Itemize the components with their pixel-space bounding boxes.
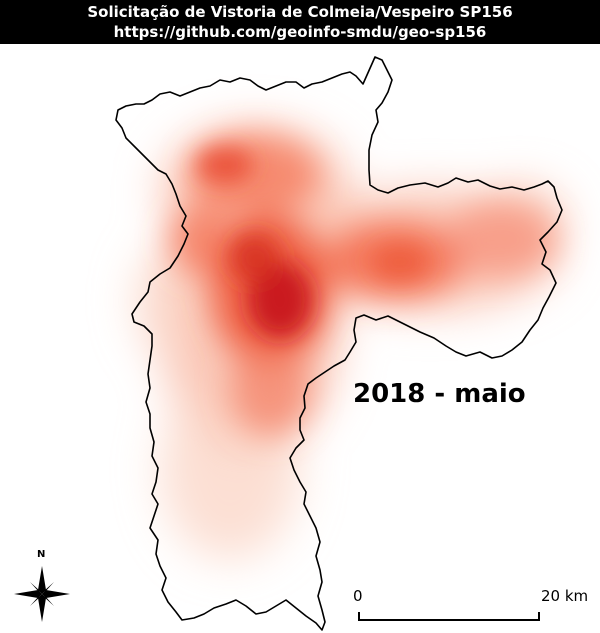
city-boundary bbox=[115, 56, 563, 631]
period-label: 2018 - maio bbox=[353, 379, 526, 409]
source-url: https://github.com/geoinfo-smdu/geo-sp15… bbox=[113, 23, 487, 41]
title-bar: Solicitação de Vistoria de Colmeia/Vespe… bbox=[0, 0, 600, 44]
heat-high bbox=[197, 147, 428, 338]
scale-start-label: 0 bbox=[353, 587, 363, 605]
compass-rose-icon bbox=[14, 566, 70, 622]
north-label: N bbox=[37, 549, 46, 560]
heatmap-canvas bbox=[14, 56, 565, 631]
scale-end-label: 20 km bbox=[541, 587, 589, 605]
scale-bar bbox=[358, 612, 540, 621]
heat-density-layer bbox=[135, 125, 565, 560]
map-title: Solicitação de Vistoria de Colmeia/Vespe… bbox=[87, 3, 513, 21]
